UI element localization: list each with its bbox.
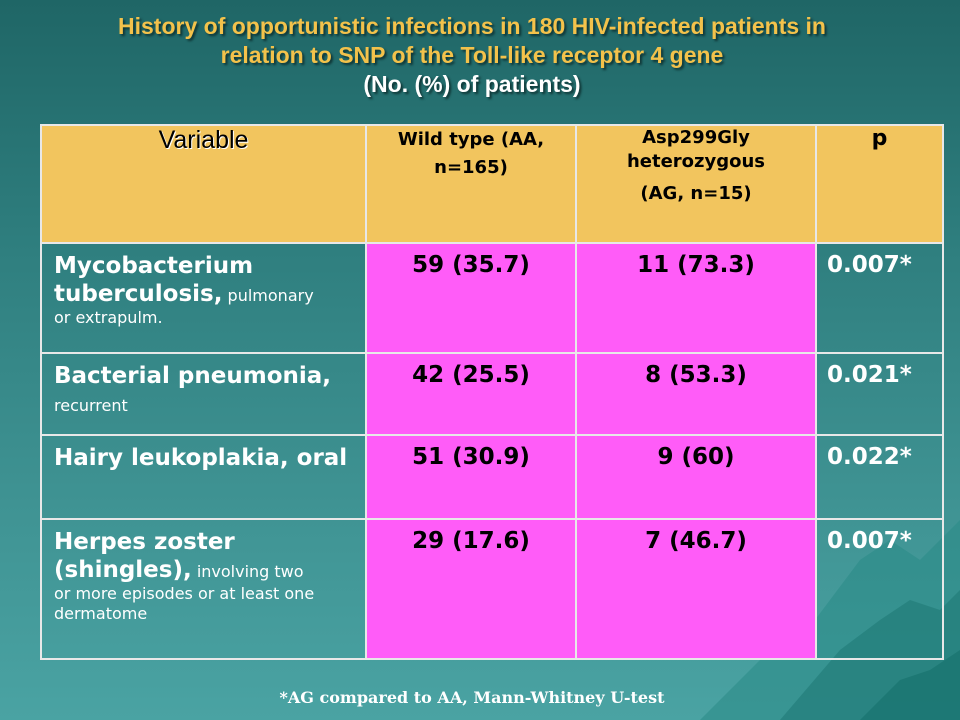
header-p: p [815,124,944,244]
p-value: 0.022* [815,434,944,520]
row-label-suffix: pulmonary [222,286,314,305]
header-wild-type-line1: Wild type (AA, [397,129,545,150]
row-label-suffix: recurrent [54,396,128,415]
row-label-note: or more episodes or at least one dermato… [54,584,315,623]
p-value: 0.021* [815,352,944,436]
header-variable: Variable [40,124,367,244]
row-label-main: Herpes zoster (shingles), [54,529,235,583]
row-label-suffix: involving two [191,562,304,581]
table-row: Hairy leukoplakia, oral 51 (30.9) 9 (60)… [40,434,944,520]
row-label-main: Bacterial pneumonia, [54,363,332,389]
wild-type-value: 29 (17.6) [365,518,577,660]
heterozygous-value: 8 (53.3) [575,352,817,436]
row-label: Mycobacterium tuberculosis, pulmonary or… [40,242,367,354]
row-label-note: or extrapulm. [54,308,163,327]
row-label: Herpes zoster (shingles), involving two … [40,518,367,660]
title-line-2: relation to SNP of the Toll-like recepto… [220,42,724,68]
row-label: Bacterial pneumonia, recurrent [40,352,367,436]
p-value: 0.007* [815,242,944,354]
title-line-1: History of opportunistic infections in 1… [118,13,826,39]
title-subtitle: (No. (%) of patients) [363,71,581,97]
header-heterozygous: Asp299Gly heterozygous (AG, n=15) [575,124,817,244]
wild-type-value: 42 (25.5) [365,352,577,436]
table-row: Mycobacterium tuberculosis, pulmonary or… [40,242,944,354]
wild-type-value: 59 (35.7) [365,242,577,354]
header-wild-type: Wild type (AA, n=165) [365,124,577,244]
header-row: Variable Wild type (AA, n=165) Asp299Gly… [40,124,944,244]
heterozygous-value: 7 (46.7) [575,518,817,660]
p-value: 0.007* [815,518,944,660]
header-wild-type-line2: n=165) [434,157,508,178]
header-heterozygous-line2: (AG, n=15) [640,183,752,204]
slide-title: History of opportunistic infections in 1… [0,12,944,99]
row-label: Hairy leukoplakia, oral [40,434,367,520]
footnote: *AG compared to AA, Mann-Whitney U-test [279,688,665,707]
row-label-main: Mycobacterium tuberculosis, [54,253,254,307]
row-label-main: Hairy leukoplakia, oral [54,445,348,471]
heterozygous-value: 11 (73.3) [575,242,817,354]
header-heterozygous-line1: Asp299Gly heterozygous [626,127,766,172]
table-row: Bacterial pneumonia, recurrent 42 (25.5)… [40,352,944,436]
results-table: Variable Wild type (AA, n=165) Asp299Gly… [40,124,944,660]
wild-type-value: 51 (30.9) [365,434,577,520]
table-row: Herpes zoster (shingles), involving two … [40,518,944,660]
heterozygous-value: 9 (60) [575,434,817,520]
